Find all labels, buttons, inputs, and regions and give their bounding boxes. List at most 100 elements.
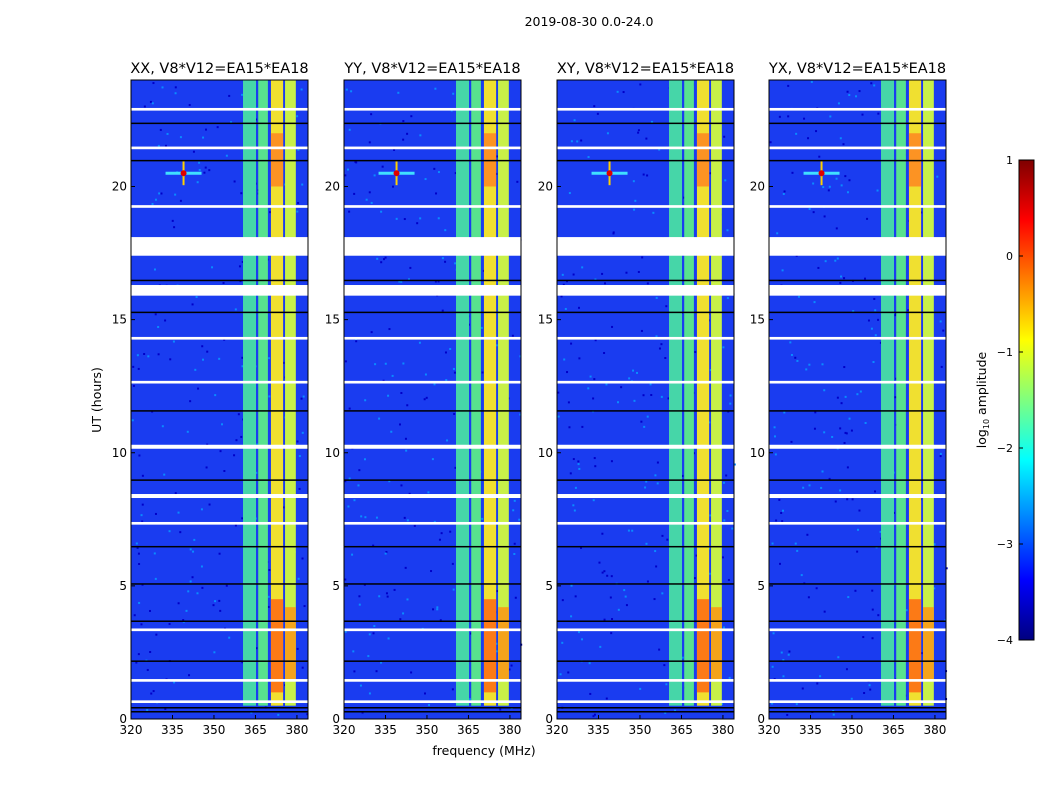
heatmap-cell bbox=[633, 400, 635, 402]
heatmap-cell bbox=[665, 683, 667, 685]
heatmap-cell bbox=[576, 140, 578, 142]
rfi-point-source bbox=[819, 170, 825, 176]
heatmap-cell bbox=[647, 580, 649, 582]
heatmap-cell bbox=[353, 499, 355, 501]
heatmap-cell bbox=[578, 631, 580, 633]
heatmap-cell bbox=[654, 474, 656, 476]
dark-row bbox=[131, 583, 308, 585]
heatmap-cell bbox=[400, 392, 402, 394]
heatmap-cell bbox=[807, 137, 809, 139]
rfi-hot-segment bbox=[923, 607, 934, 679]
dark-row bbox=[769, 410, 946, 412]
heatmap-cell bbox=[169, 530, 171, 532]
heatmap-cell bbox=[226, 155, 228, 157]
heatmap-cell bbox=[149, 610, 151, 612]
heatmap-cell bbox=[453, 368, 455, 370]
heatmap-cell bbox=[201, 508, 203, 510]
heatmap-cell bbox=[611, 575, 613, 577]
heatmap-cell bbox=[376, 517, 378, 519]
heatmap-cell bbox=[402, 362, 404, 364]
heatmap-cell bbox=[173, 226, 175, 228]
rfi-point-source bbox=[394, 170, 400, 176]
heatmap-cell bbox=[301, 398, 303, 400]
heatmap-cell bbox=[239, 265, 241, 267]
heatmap-cell bbox=[442, 257, 444, 259]
data-gap bbox=[769, 628, 946, 631]
data-gap bbox=[769, 381, 946, 384]
heatmap-cell bbox=[558, 416, 560, 418]
dark-row bbox=[557, 546, 734, 548]
heatmap-cell bbox=[407, 519, 409, 521]
y-axis-label: UT (hours) bbox=[89, 367, 104, 433]
heatmap-cell bbox=[218, 358, 220, 360]
data-gap bbox=[131, 628, 308, 631]
heatmap-cell bbox=[843, 277, 845, 279]
heatmap-cell bbox=[837, 258, 839, 260]
heatmap-cell bbox=[449, 348, 451, 350]
heatmap-cell bbox=[581, 638, 583, 640]
heatmap-cell bbox=[661, 535, 663, 537]
heatmap-cell bbox=[167, 133, 169, 135]
heatmap-cell bbox=[399, 618, 401, 620]
heatmap-cell bbox=[410, 671, 412, 673]
heatmap-cell bbox=[402, 612, 404, 614]
heatmap-cell bbox=[816, 682, 818, 684]
dark-row bbox=[769, 711, 946, 713]
heatmap-cell bbox=[795, 133, 797, 135]
heatmap-cell bbox=[811, 81, 813, 83]
heatmap-cell bbox=[434, 88, 436, 90]
heatmap-cell bbox=[193, 151, 195, 153]
heatmap-cell bbox=[146, 709, 148, 711]
heatmap-cell bbox=[164, 319, 166, 321]
heatmap-cell bbox=[633, 180, 635, 182]
x-tick-label: 380 bbox=[711, 723, 734, 737]
heatmap-cell bbox=[570, 343, 572, 345]
heatmap-cell bbox=[358, 469, 360, 471]
heatmap-cell bbox=[197, 388, 199, 390]
heatmap-cell bbox=[158, 353, 160, 355]
heatmap-cell bbox=[633, 209, 635, 211]
data-gap bbox=[557, 381, 734, 384]
heatmap-cell bbox=[512, 509, 514, 511]
data-gap bbox=[344, 522, 521, 525]
heatmap-cell bbox=[625, 272, 627, 274]
heatmap-cell bbox=[298, 578, 300, 580]
heatmap-cell bbox=[821, 363, 823, 365]
heatmap-cell bbox=[783, 411, 785, 413]
heatmap-cell bbox=[299, 455, 301, 457]
heatmap-cell bbox=[872, 609, 874, 611]
heatmap-cell bbox=[427, 491, 429, 493]
heatmap-cell bbox=[606, 698, 608, 700]
heatmap-cell bbox=[593, 105, 595, 107]
heatmap-cell bbox=[694, 351, 696, 353]
heatmap-cell bbox=[820, 487, 822, 489]
heatmap-cell bbox=[660, 343, 662, 345]
heatmap-cell bbox=[268, 569, 270, 571]
heatmap-cell bbox=[814, 428, 816, 430]
heatmap-cell bbox=[155, 634, 157, 636]
heatmap-cell bbox=[790, 441, 792, 443]
heatmap-cell bbox=[189, 400, 191, 402]
heatmap-cell bbox=[357, 484, 359, 486]
rfi-band bbox=[258, 80, 268, 706]
heatmap-cell bbox=[578, 357, 580, 359]
data-gap bbox=[557, 494, 734, 498]
heatmap-cell bbox=[610, 596, 612, 598]
heatmap-cell bbox=[643, 426, 645, 428]
heatmap-cell bbox=[573, 274, 575, 276]
heatmap-cell bbox=[860, 391, 862, 393]
heatmap-cell bbox=[441, 532, 443, 534]
rfi-hot-segment bbox=[484, 599, 496, 692]
data-gap bbox=[769, 285, 946, 296]
y-tick-label: 5 bbox=[757, 579, 765, 593]
heatmap-cell bbox=[175, 86, 177, 88]
heatmap-cell bbox=[659, 348, 661, 350]
heatmap-cell bbox=[639, 688, 641, 690]
heatmap-cell bbox=[201, 565, 203, 567]
y-tick-label: 0 bbox=[119, 712, 127, 726]
heatmap-cell bbox=[201, 587, 203, 589]
dark-row bbox=[769, 123, 946, 125]
dark-row bbox=[344, 711, 521, 713]
heatmap-cell bbox=[399, 423, 401, 425]
dark-row bbox=[344, 280, 521, 282]
